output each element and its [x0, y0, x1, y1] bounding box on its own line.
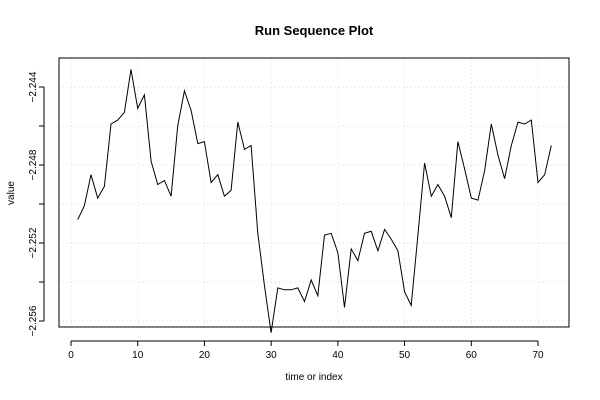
gridlines — [59, 58, 569, 327]
series-layer — [77, 69, 552, 333]
x-tick-label: 30 — [266, 350, 278, 361]
series-line — [77, 69, 552, 333]
x-tick-label: 0 — [68, 350, 74, 361]
x-tick-label: 20 — [199, 350, 211, 361]
chart-title: Run Sequence Plot — [255, 23, 374, 38]
x-tick-label: 50 — [399, 350, 411, 361]
x-tick-label: 10 — [132, 350, 144, 361]
y-tick-label: −2.256 — [28, 305, 39, 336]
y-axis-label: value — [6, 181, 17, 205]
plot-frame — [58, 57, 570, 328]
x-tick-label: 70 — [532, 350, 544, 361]
y-axis: −2.244 −2.248 −2.252 −2.256 — [28, 71, 45, 336]
y-tick-label: −2.248 — [28, 149, 39, 180]
y-tick-label: −2.252 — [28, 227, 39, 258]
x-axis: 0 10 20 30 40 50 60 70 — [68, 340, 544, 361]
x-tick-label: 60 — [466, 350, 478, 361]
x-tick-label: 40 — [332, 350, 344, 361]
x-axis-label: time or index — [285, 372, 342, 383]
y-tick-label: −2.244 — [28, 71, 39, 102]
